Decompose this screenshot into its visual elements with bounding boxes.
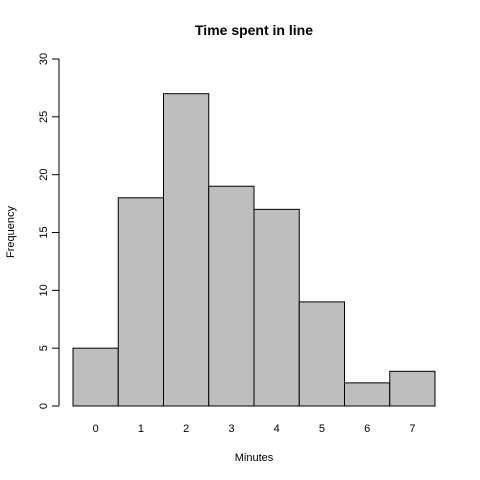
bar [344, 382, 391, 407]
bar [117, 197, 164, 407]
y-tick-label: 30 [38, 53, 50, 65]
chart-title: Time spent in line [195, 22, 313, 38]
bar [253, 208, 300, 407]
y-tick-label: 0 [38, 403, 50, 409]
x-tick-label: 3 [228, 423, 234, 435]
x-tick-label: 2 [183, 423, 189, 435]
bar [389, 370, 436, 407]
x-axis-label: Minutes [235, 452, 274, 464]
x-tick-label: 0 [93, 423, 99, 435]
y-tick-label: 20 [38, 169, 50, 181]
x-tick-label: 5 [319, 423, 325, 435]
x-tick-label: 4 [274, 423, 280, 435]
x-tick-label: 1 [138, 423, 144, 435]
y-tick-label: 25 [38, 111, 50, 123]
bar [298, 301, 345, 407]
x-tick-label: 6 [364, 423, 370, 435]
x-tick-label: 7 [409, 423, 415, 435]
y-tick-label: 5 [38, 345, 50, 351]
y-tick-label: 10 [38, 284, 50, 296]
bar [72, 347, 119, 407]
y-axis-label: Frequency [5, 206, 17, 258]
y-tick-label: 15 [38, 226, 50, 238]
bar [163, 93, 210, 407]
bar [208, 185, 255, 407]
